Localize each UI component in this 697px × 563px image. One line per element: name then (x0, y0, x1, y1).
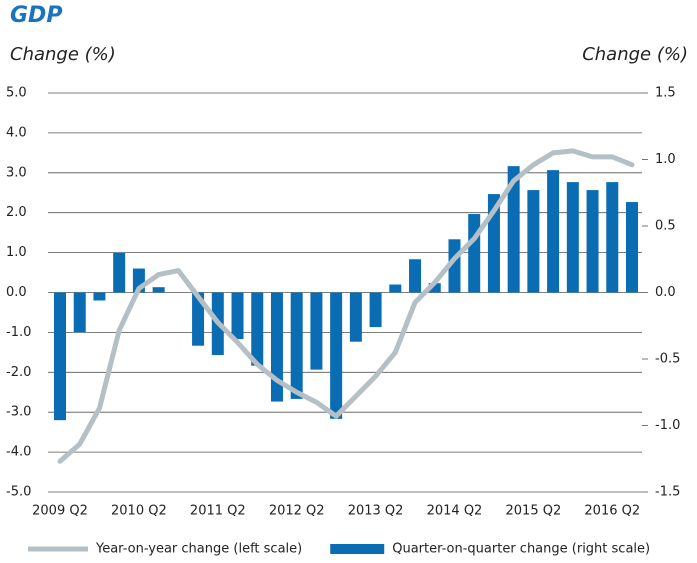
y-tick-label: 5.0 (6, 86, 27, 101)
bar (389, 284, 402, 293)
y-tick-label: -3.0 (6, 405, 31, 420)
y-tick-label: 2.0 (6, 205, 27, 220)
bar (527, 190, 540, 293)
y2-axis-title: Change (%) (582, 44, 688, 65)
bar (606, 182, 619, 293)
bar (468, 214, 481, 293)
bar (349, 292, 362, 342)
bar (73, 292, 86, 333)
bar (310, 292, 323, 370)
bar (290, 292, 303, 399)
chart-title: GDP (10, 3, 62, 28)
bar (93, 292, 106, 301)
bar (270, 292, 283, 402)
bar (231, 292, 244, 340)
y-tick-label: -4.0 (6, 445, 31, 460)
bar (586, 190, 599, 293)
bar (547, 170, 560, 293)
bar (192, 292, 205, 346)
y2-tick-label: 1.0 (655, 152, 676, 167)
x-tick-label: 2011 Q2 (190, 504, 246, 519)
y-tick-label: 4.0 (6, 125, 27, 140)
y2-tick-label: -1.5 (655, 485, 680, 500)
bar (507, 166, 520, 293)
x-tick-label: 2015 Q2 (506, 504, 562, 519)
x-tick-label: 2016 Q2 (584, 504, 640, 519)
y-tick-label: -2.0 (6, 365, 31, 380)
y-tick-label: -5.0 (6, 485, 31, 500)
bar (428, 283, 441, 293)
y2-tick-label: -0.5 (655, 352, 680, 367)
line (57, 148, 635, 464)
y-tick-label: -1.0 (6, 325, 31, 340)
bar (409, 259, 422, 293)
y2-tick-label: 0.0 (655, 285, 676, 300)
y-tick-label: 3.0 (6, 165, 27, 180)
x-tick-label: 2009 Q2 (32, 504, 88, 519)
legend-label: Year-on-year change (left scale) (95, 542, 302, 557)
y-tick-label: 1.0 (6, 245, 27, 260)
y-tick-label: 0.0 (6, 285, 27, 300)
x-tick-label: 2013 Q2 (348, 504, 404, 519)
bar (152, 287, 165, 293)
bar (113, 252, 126, 293)
bar (251, 292, 264, 366)
legend-label: Quarter-on-quarter change (right scale) (392, 542, 650, 557)
bar (369, 292, 382, 328)
x-tick-label: 2014 Q2 (427, 504, 483, 519)
bar (330, 292, 343, 419)
y2-tick-label: 1.5 (655, 86, 676, 101)
y-axis-title: Change (%) (10, 44, 116, 65)
bar (54, 292, 66, 421)
legend-swatch (330, 544, 385, 554)
x-tick-label: 2010 Q2 (111, 504, 167, 519)
y2-tick-label: -1.0 (655, 418, 680, 433)
x-tick-label: 2012 Q2 (269, 504, 325, 519)
bar (626, 202, 638, 293)
y2-tick-label: 0.5 (655, 219, 676, 234)
bar (566, 182, 579, 293)
